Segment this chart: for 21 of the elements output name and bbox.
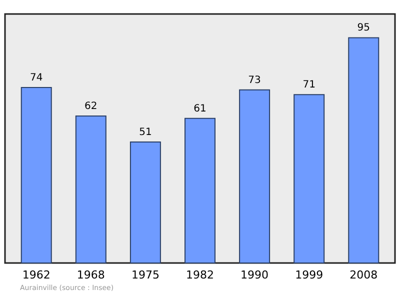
data-label: 74 <box>30 72 43 84</box>
data-label: 62 <box>84 100 98 112</box>
data-label: 61 <box>194 103 206 114</box>
bar <box>75 115 106 264</box>
x-tick-label: 1982 <box>186 268 214 282</box>
bar <box>294 94 325 264</box>
data-label: 73 <box>248 74 261 86</box>
bar <box>239 89 270 264</box>
bar <box>130 142 161 264</box>
bar <box>184 118 216 264</box>
data-label: 95 <box>357 22 370 34</box>
data-label: 71 <box>302 80 316 91</box>
bar <box>348 37 380 264</box>
x-tick-label: 1999 <box>295 268 324 282</box>
x-tick-label: 1968 <box>76 268 105 282</box>
x-tick-label: 1975 <box>131 268 160 282</box>
x-tick-label: 1990 <box>240 268 269 282</box>
x-tick-label: 2008 <box>350 268 378 282</box>
bar <box>20 87 52 264</box>
x-tick-label: 1962 <box>22 268 50 282</box>
data-label: 51 <box>139 127 152 138</box>
